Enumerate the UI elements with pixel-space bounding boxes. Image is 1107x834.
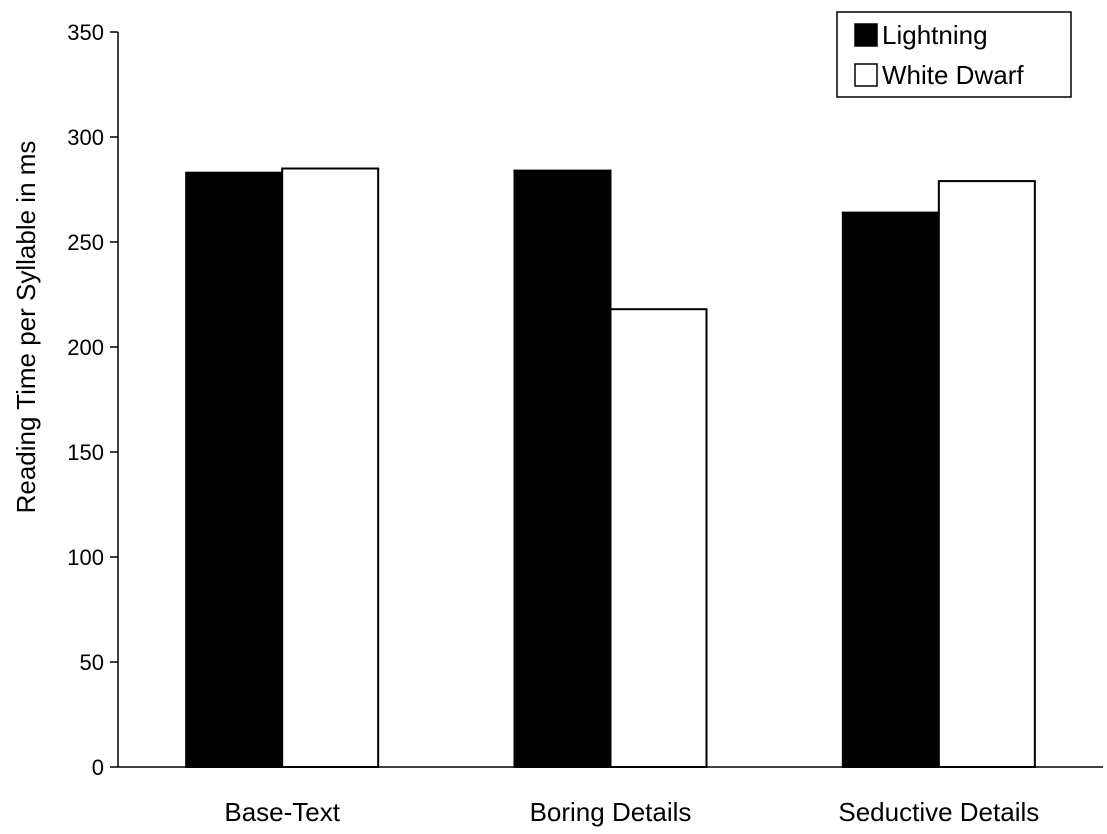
y-tick-label: 250 bbox=[67, 230, 104, 255]
legend-swatch-white-dwarf bbox=[854, 63, 878, 87]
x-category-label: Base-Text bbox=[224, 797, 340, 827]
legend: Lightning White Dwarf bbox=[836, 11, 1072, 98]
y-tick-label: 50 bbox=[80, 650, 104, 675]
y-tick-label: 300 bbox=[67, 125, 104, 150]
y-axis: 0 50 100 150 200 250 300 350 bbox=[67, 20, 119, 780]
y-tick-label: 0 bbox=[92, 755, 104, 780]
legend-swatch-lightning bbox=[854, 23, 878, 47]
bar-lightning-seductive-details bbox=[841, 211, 940, 769]
bar-white-dwarf-base-text bbox=[281, 167, 380, 768]
bars bbox=[185, 167, 1036, 769]
y-tick-label: 350 bbox=[67, 20, 104, 45]
x-category-label: Boring Details bbox=[530, 797, 692, 827]
bar-white-dwarf-seductive-details bbox=[937, 180, 1036, 769]
bar-lightning-base-text bbox=[185, 171, 284, 768]
y-tick-label: 100 bbox=[67, 545, 104, 570]
y-axis-title: Reading Time per Syllable in ms bbox=[11, 141, 41, 514]
legend-label-white-dwarf: White Dwarf bbox=[882, 60, 1024, 90]
bar-white-dwarf-boring-details bbox=[609, 308, 708, 768]
x-axis: Base-Text Boring Details Seductive Details bbox=[118, 766, 1103, 827]
bar-lightning-boring-details bbox=[513, 169, 612, 769]
legend-label-lightning: Lightning bbox=[882, 20, 988, 50]
x-category-label: Seductive Details bbox=[838, 797, 1039, 827]
y-tick-label: 150 bbox=[67, 440, 104, 465]
y-tick-label: 200 bbox=[67, 335, 104, 360]
